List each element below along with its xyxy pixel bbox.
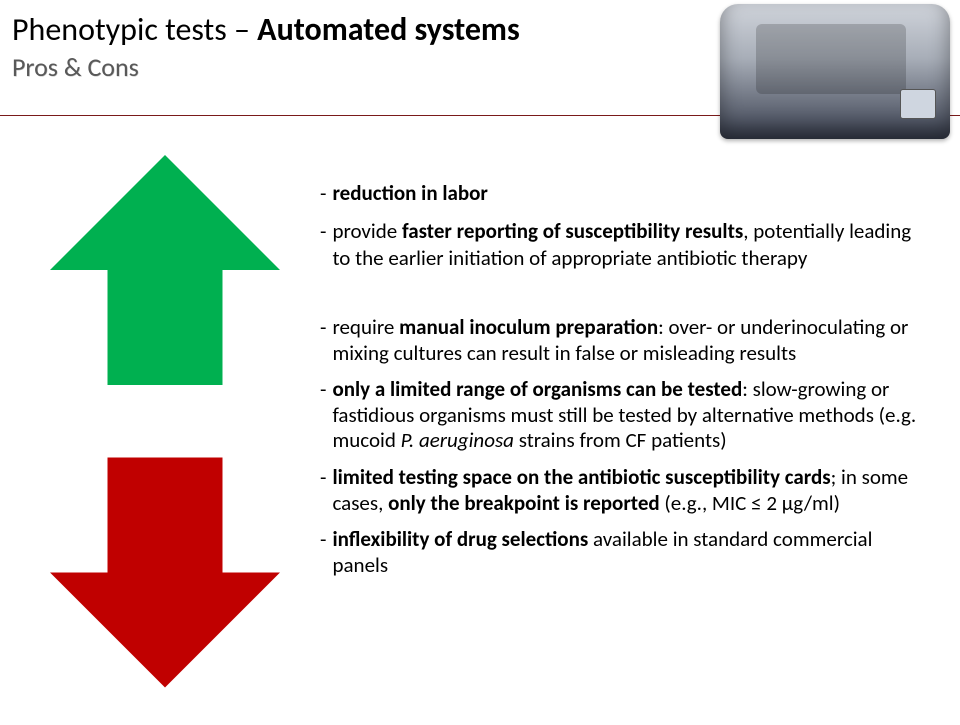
text-bold: faster reporting of susceptibility resul… — [402, 218, 743, 244]
text-bold: only a limited range of organisms can be… — [332, 376, 742, 402]
list-item: - inflexibility of drug selections avail… — [320, 527, 930, 578]
device-photo — [720, 4, 950, 139]
text-bold: limited testing space on the antibiotic … — [332, 464, 830, 490]
title-bold: Automated systems — [257, 10, 520, 49]
list-item: - only a limited range of organisms can … — [320, 377, 930, 454]
title-block: Phenotypic tests – Automated systems Pro… — [12, 10, 520, 83]
text-post2: strains from CF patients) — [514, 427, 727, 453]
cons-down-arrow-icon — [50, 455, 280, 690]
pros-up-arrow-icon — [50, 155, 280, 385]
text-pre: require — [332, 314, 399, 340]
list-item: - limited testing space on the antibioti… — [320, 465, 930, 516]
bullet-dash: - — [320, 527, 332, 578]
text-post2: (e.g., MIC ≤ 2 μg/ml) — [660, 490, 840, 516]
bullet-dash: - — [320, 218, 332, 271]
text-bold: inflexibility of drug selections — [332, 526, 588, 552]
list-item: - provide faster reporting of susceptibi… — [320, 218, 920, 271]
pros-list: - reduction in labor - provide faster re… — [320, 180, 920, 283]
bullet-dash: - — [320, 465, 332, 516]
list-text: reduction in labor — [332, 180, 920, 206]
text-bold: reduction in labor — [332, 180, 487, 206]
list-text: only a limited range of organisms can be… — [332, 377, 930, 454]
text-bold2: only the breakpoint is reported — [388, 490, 660, 516]
list-text: provide faster reporting of susceptibili… — [332, 218, 920, 271]
list-text: require manual inoculum preparation: ove… — [332, 315, 930, 366]
down-arrow-shape — [50, 458, 280, 688]
title-plain: Phenotypic tests – — [12, 10, 257, 49]
cons-list: - require manual inoculum preparation: o… — [320, 315, 930, 589]
bullet-dash: - — [320, 315, 332, 366]
bullet-dash: - — [320, 377, 332, 454]
title-line1: Phenotypic tests – Automated systems — [12, 10, 520, 49]
list-text: inflexibility of drug selections availab… — [332, 527, 930, 578]
up-arrow-shape — [50, 155, 280, 385]
list-item: - reduction in labor — [320, 180, 920, 206]
list-text: limited testing space on the antibiotic … — [332, 465, 930, 516]
subtitle: Pros & Cons — [12, 51, 520, 83]
bullet-dash: - — [320, 180, 332, 206]
list-item: - require manual inoculum preparation: o… — [320, 315, 930, 366]
text-pre: provide — [332, 218, 402, 244]
text-italic: P. aeruginosa — [401, 427, 514, 453]
text-bold: manual inoculum preparation — [399, 314, 658, 340]
